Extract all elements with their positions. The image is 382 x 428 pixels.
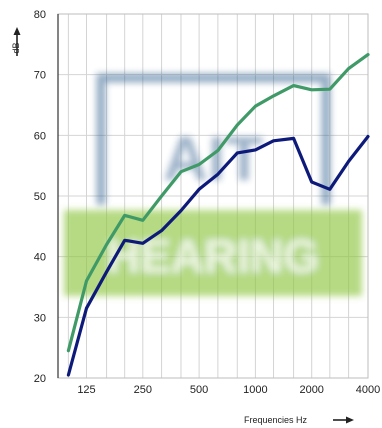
y-tick-label: 70 [34, 70, 46, 82]
y-tick-label: 50 [34, 191, 46, 203]
x-axis-title: Frequencies Hz [244, 415, 308, 425]
x-tick-label: 1000 [243, 384, 267, 396]
x-tick-label: 500 [190, 384, 208, 396]
y-axis-title-group: dB [11, 27, 21, 56]
x-tick-label: 2000 [299, 384, 323, 396]
watermark-band [64, 210, 362, 296]
x-axis-arrow-icon [346, 416, 354, 424]
x-tick-label: 125 [77, 384, 95, 396]
y-tick-label: 60 [34, 130, 46, 142]
chart-axes [57, 13, 369, 379]
x-tick-label: 250 [134, 384, 152, 396]
y-tick-label: 80 [34, 9, 46, 21]
series-line-1 [66, 52, 370, 353]
series-line-2 [66, 134, 370, 377]
y-tick-label: 30 [34, 312, 46, 324]
y-tick-label: 40 [34, 252, 46, 264]
watermark-logo: AIT HEARING [64, 73, 362, 296]
x-axis-title-group: Frequencies Hz [244, 415, 354, 425]
y-tick-label: 20 [34, 373, 46, 385]
chart-series [66, 52, 370, 377]
watermark-top-text: AIT [163, 125, 263, 194]
y-axis-arrow-icon [13, 27, 21, 35]
chart-labels: 20 30 40 50 60 70 80 125 250 500 1000 2000 4000 [34, 9, 380, 396]
y-axis-title: dB [11, 42, 21, 53]
watermark-bottom-text: HEARING [107, 230, 319, 282]
watermark-frame [96, 73, 331, 205]
x-tick-label: 4000 [356, 384, 380, 396]
